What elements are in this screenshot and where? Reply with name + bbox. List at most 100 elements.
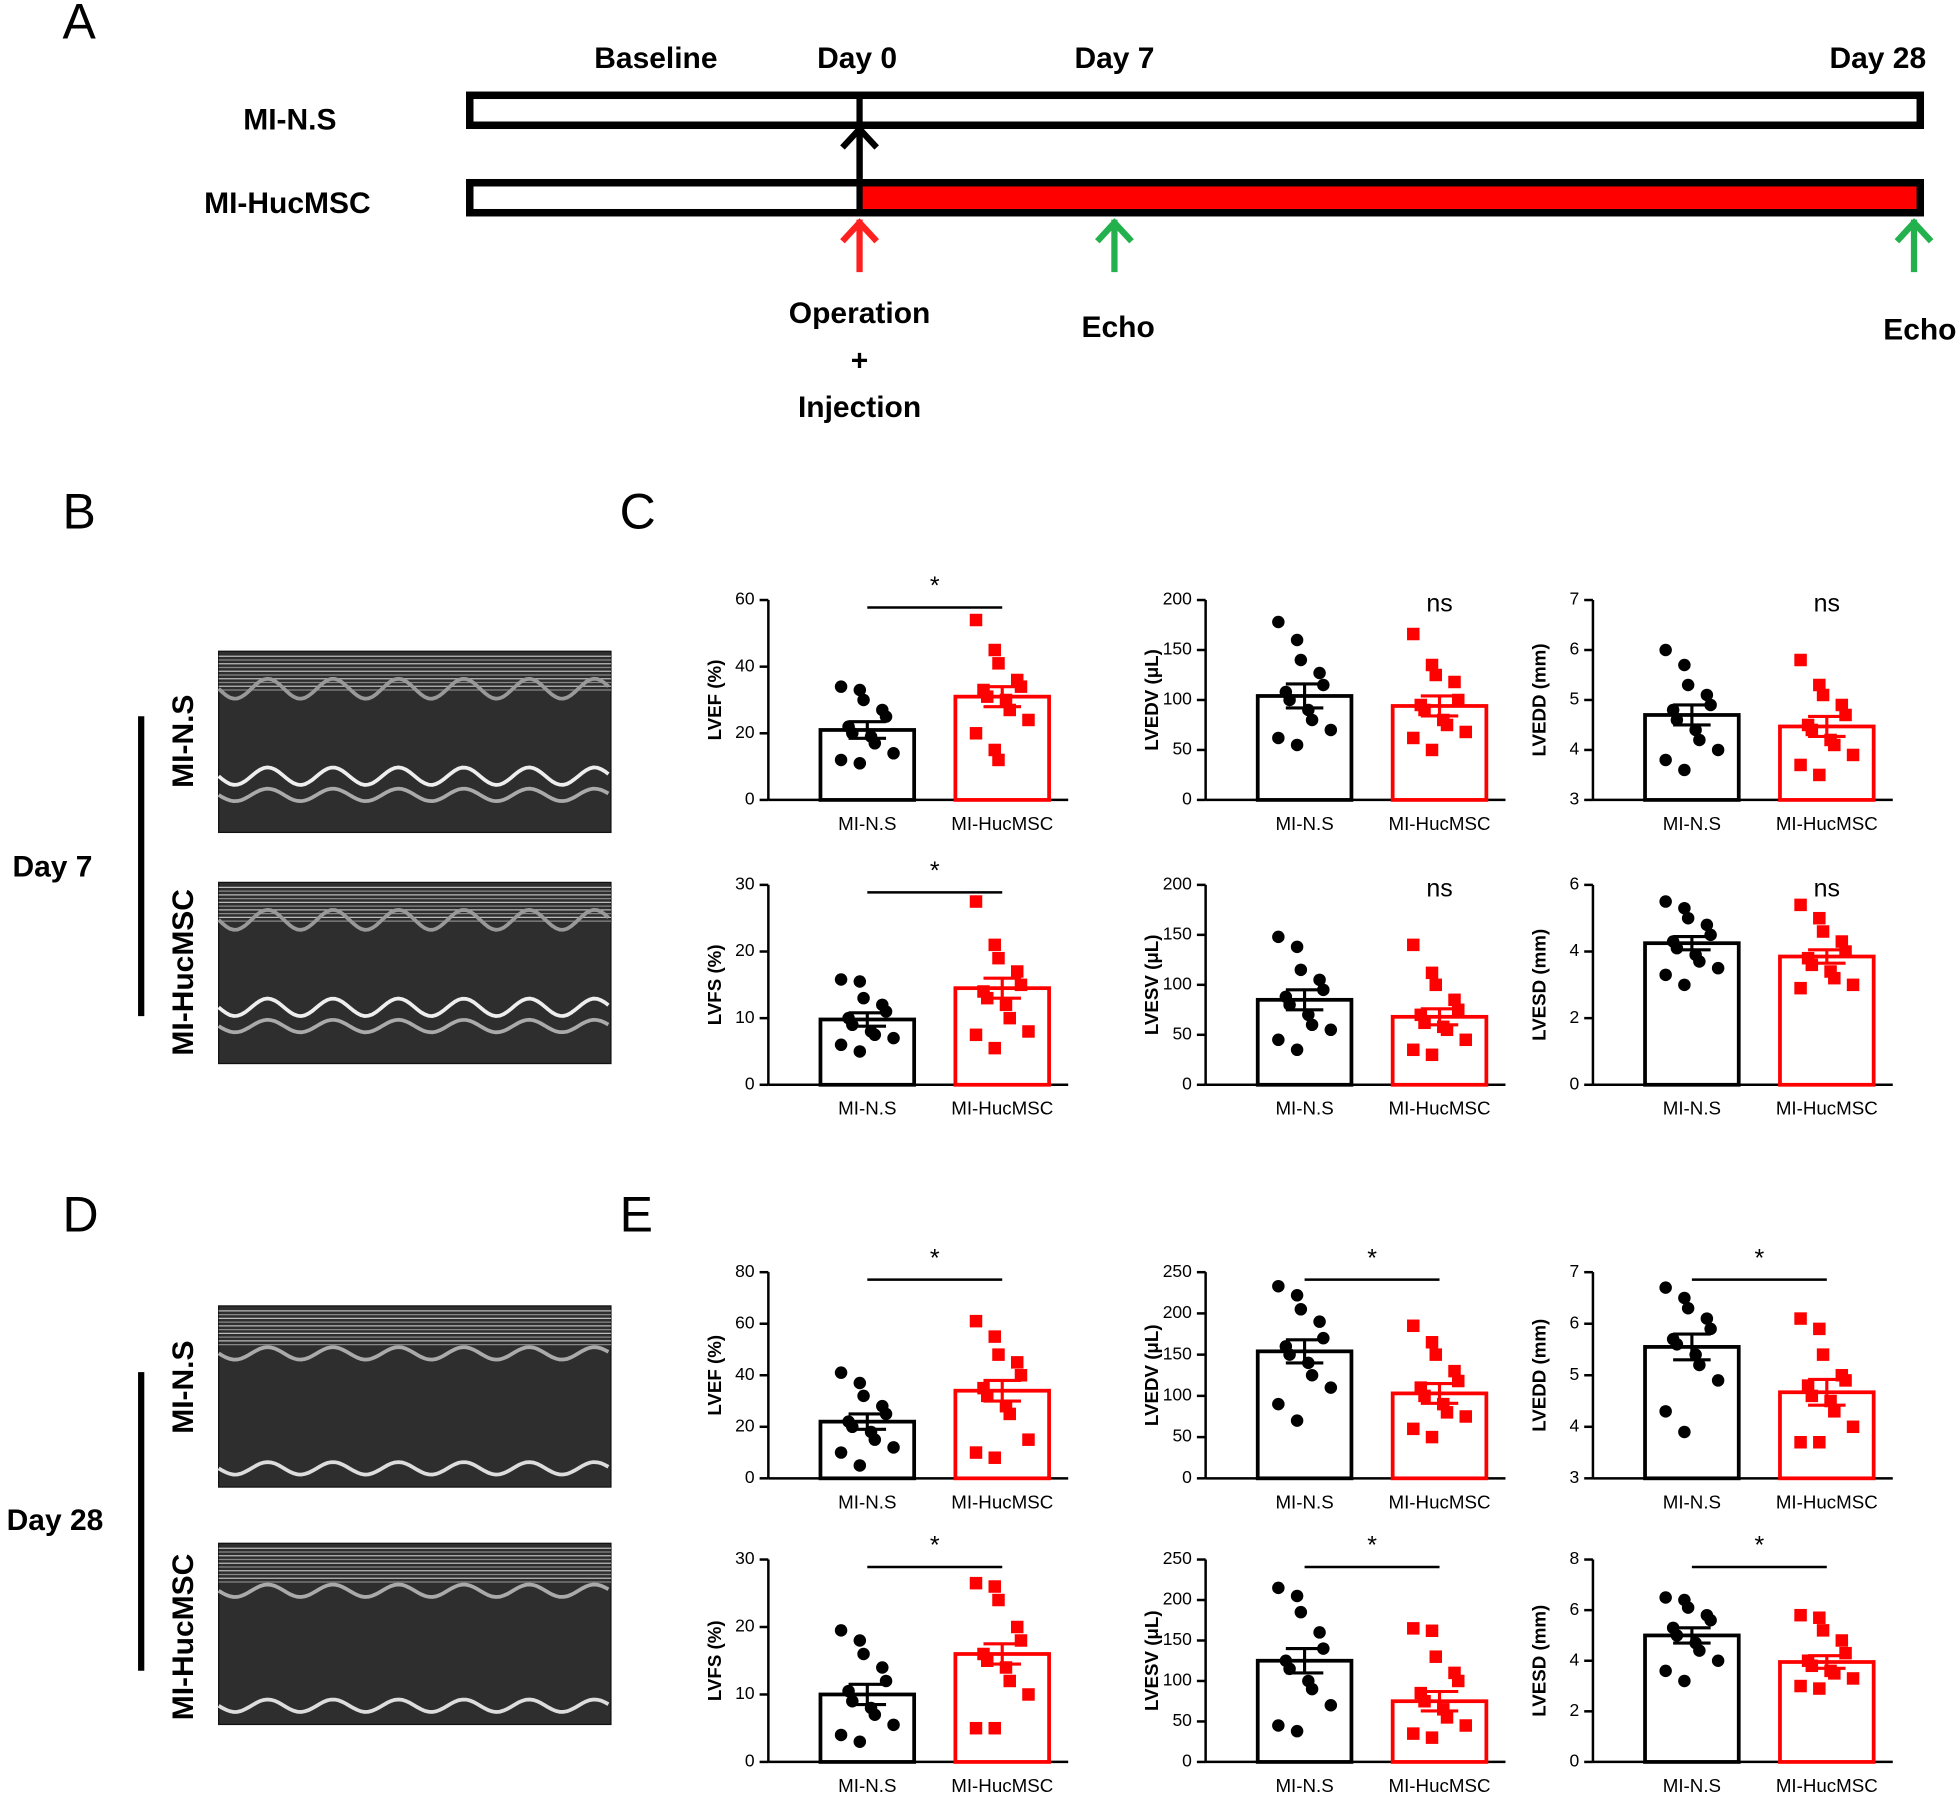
- annotation: +: [851, 345, 869, 378]
- error-bar: [1808, 1377, 1846, 1407]
- annotation: Echo: [1082, 311, 1155, 344]
- data-point: [1429, 1650, 1443, 1663]
- data-point: [1711, 743, 1725, 757]
- data-point: [1407, 1422, 1420, 1436]
- y-tick-label: 20: [735, 1415, 755, 1435]
- y-tick-label: 5: [1569, 1364, 1579, 1384]
- data-point: [1305, 1369, 1319, 1382]
- data-point: [868, 1028, 882, 1042]
- data-point: [1272, 1397, 1285, 1411]
- data-point: [1704, 1322, 1717, 1336]
- data-point: [1813, 911, 1826, 925]
- data-point: [1407, 627, 1420, 641]
- data-point: [1290, 738, 1304, 752]
- phase-label: Day 28: [1829, 42, 1926, 75]
- y-tick-label: 60: [735, 589, 755, 609]
- data-point: [1302, 1008, 1315, 1022]
- error-bar: [983, 1378, 1021, 1403]
- data-point: [1290, 1414, 1304, 1427]
- data-point: [1681, 911, 1695, 925]
- data-point: [1407, 1622, 1420, 1635]
- y-tick-label: 200: [1163, 589, 1192, 609]
- error-bar: [848, 1412, 887, 1431]
- data-point: [988, 743, 1001, 757]
- echo-group-label: MI-HucMSC: [167, 889, 200, 1055]
- data-point: [1839, 945, 1852, 958]
- data-point: [992, 657, 1005, 670]
- data-point: [1678, 1291, 1691, 1305]
- error-bar: [1673, 934, 1711, 952]
- data-point: [1816, 925, 1830, 938]
- echo-image: [218, 881, 612, 1065]
- data-point: [1022, 1433, 1035, 1446]
- treatment-bar: [859, 186, 1917, 209]
- data-point: [1440, 1711, 1454, 1724]
- group-label: MI-N.S: [243, 103, 336, 136]
- x-tick-label: MI-N.S: [1275, 1098, 1333, 1119]
- data-point: [992, 951, 1005, 965]
- data-point: [969, 895, 983, 908]
- y-tick-label: 3: [1569, 1467, 1579, 1487]
- x-tick-label: MI-HucMSC: [951, 1098, 1053, 1119]
- data-point: [1290, 1724, 1304, 1738]
- data-point: [1324, 1381, 1338, 1394]
- y-axis-label: LVESD (mm): [1528, 1605, 1549, 1717]
- data-point: [853, 1045, 867, 1058]
- data-point: [1313, 1626, 1326, 1639]
- panel-label: B: [62, 483, 95, 539]
- x-tick-label: MI-HucMSC: [1389, 813, 1491, 834]
- data-point: [834, 1038, 848, 1052]
- data-point: [1835, 1634, 1849, 1647]
- data-point: [853, 1735, 867, 1748]
- data-point: [868, 737, 882, 750]
- y-tick-label: 40: [735, 1364, 755, 1384]
- y-tick-label: 0: [1182, 1073, 1192, 1093]
- x-tick-label: MI-HucMSC: [951, 1491, 1053, 1512]
- echo-wave: [217, 676, 610, 701]
- data-point: [1700, 1312, 1714, 1325]
- x-tick-label: MI-N.S: [1275, 1491, 1333, 1512]
- data-point: [1313, 1315, 1326, 1328]
- data-point: [1828, 971, 1841, 985]
- bar: [953, 694, 1051, 802]
- data-point: [1003, 1011, 1016, 1025]
- data-point: [1407, 1727, 1420, 1740]
- echo-image: [218, 1305, 612, 1488]
- data-point: [1659, 1591, 1672, 1604]
- data-point: [1813, 678, 1826, 692]
- data-point: [834, 1624, 848, 1637]
- data-point: [1313, 973, 1326, 987]
- data-point: [1813, 1436, 1826, 1449]
- data-point: [1816, 1624, 1830, 1637]
- echo-group-label: MI-N.S: [167, 695, 200, 788]
- x-tick-label: MI-HucMSC: [951, 813, 1053, 834]
- data-point: [1678, 1425, 1691, 1439]
- data-point: [1846, 978, 1860, 992]
- significance: ns: [1426, 590, 1452, 618]
- data-point: [1290, 633, 1304, 647]
- data-point: [1659, 643, 1672, 657]
- data-point: [1272, 615, 1285, 629]
- significance: ns: [1814, 590, 1840, 618]
- y-tick-label: 2: [1569, 1007, 1579, 1027]
- data-point: [1794, 1312, 1807, 1325]
- data-point: [868, 1708, 882, 1721]
- data-point: [1659, 753, 1672, 767]
- phase-label: Day 7: [1074, 42, 1154, 75]
- bar: [1643, 1633, 1741, 1764]
- data-point: [988, 643, 1001, 657]
- data-point: [1813, 1682, 1826, 1695]
- y-axis-label: LVEF (%): [704, 1335, 725, 1416]
- data-point: [1659, 895, 1672, 908]
- panel-label: E: [620, 1187, 653, 1243]
- data-point: [1693, 1358, 1706, 1372]
- significance: ns: [1814, 874, 1840, 902]
- data-point: [1425, 743, 1439, 757]
- y-tick-label: 150: [1163, 1629, 1192, 1649]
- data-point: [988, 1451, 1001, 1464]
- data-point: [1407, 731, 1420, 745]
- y-tick-label: 80: [735, 1261, 755, 1281]
- data-point: [1670, 1338, 1684, 1351]
- y-tick-label: 200: [1163, 1302, 1192, 1322]
- bar: [1255, 1658, 1354, 1764]
